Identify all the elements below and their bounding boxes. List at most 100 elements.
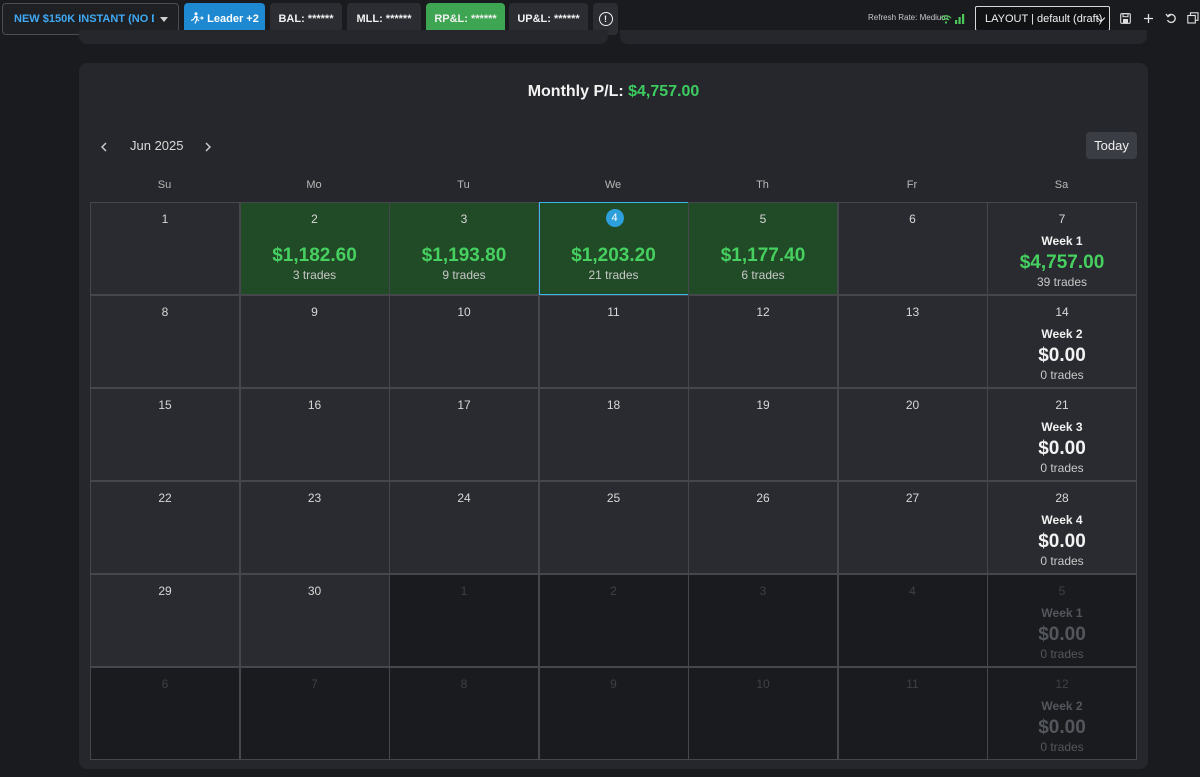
day-number: 23	[307, 491, 322, 505]
account-select[interactable]: NEW $150K INSTANT (NO DL...	[2, 3, 179, 35]
layout-select[interactable]: LAYOUT | default (draft)	[975, 6, 1110, 31]
week-pl-amount: $0.00	[1038, 624, 1086, 645]
week-label: Week 2	[1041, 327, 1083, 341]
week-summary-cell[interactable]: 7 Week 1 $4,757.00 39 trades	[987, 202, 1137, 295]
calendar-day[interactable]: 15	[90, 388, 240, 481]
calendar-day[interactable]: 18	[538, 388, 689, 481]
balance-label: BAL: ******	[278, 13, 334, 25]
day-trade-count: 3 trades	[292, 268, 337, 282]
rpl-label: RP&L: ******	[434, 13, 497, 25]
day-pl-amount: $1,193.80	[421, 245, 507, 266]
signal-bars-icon	[955, 11, 965, 24]
calendar-day[interactable]: 27	[837, 481, 988, 574]
upl-pill[interactable]: UP&L: ******	[509, 3, 588, 35]
info-icon: !	[598, 12, 613, 26]
calendar-day[interactable]: 16	[239, 388, 390, 481]
calendar-day[interactable]: 3	[688, 574, 838, 667]
chevron-right-icon[interactable]	[201, 140, 215, 154]
chevron-left-icon[interactable]	[97, 140, 111, 154]
mll-pill[interactable]: MLL: ******	[347, 3, 421, 35]
caret-down-icon	[160, 17, 168, 22]
calendar-day[interactable]: 11	[837, 667, 988, 760]
calendar-day[interactable]: 1	[90, 202, 240, 295]
calendar-day[interactable]: 17	[389, 388, 539, 481]
calendar-day[interactable]: 6	[90, 667, 240, 760]
week-summary-cell[interactable]: 28 Week 4 $0.00 0 trades	[987, 481, 1137, 574]
week-trade-count: 0 trades	[1040, 647, 1084, 661]
calendar-day[interactable]: 23	[239, 481, 390, 574]
day-number: 15	[158, 398, 172, 412]
day-number: 11	[906, 677, 919, 691]
calendar-day-today[interactable]: 4 $1,203.20 21 trades	[538, 202, 689, 295]
calendar-day[interactable]: 4	[837, 574, 988, 667]
undo-icon[interactable]	[1164, 11, 1178, 25]
calendar-day[interactable]: 25	[538, 481, 689, 574]
day-number: 3	[460, 212, 468, 226]
refresh-rate-label: Refresh Rate: Medium	[868, 13, 949, 22]
plus-icon[interactable]	[1141, 11, 1155, 25]
calendar-day[interactable]: 1	[389, 574, 539, 667]
week-pl-amount: $0.00	[1038, 438, 1086, 459]
week-trade-count: 0 trades	[1040, 554, 1084, 568]
day-number: 28	[1055, 491, 1069, 505]
info-button[interactable]: !	[593, 3, 618, 35]
day-number: 25	[606, 491, 621, 505]
calendar-day[interactable]: 3 $1,193.80 9 trades	[389, 202, 539, 295]
calendar-day[interactable]: 9	[538, 667, 689, 760]
calendar-day[interactable]: 11	[538, 295, 689, 388]
week-summary-cell[interactable]: 12 Week 2 $0.00 0 trades	[987, 667, 1137, 760]
calendar-day[interactable]: 26	[688, 481, 838, 574]
day-number: 1	[161, 212, 169, 226]
calendar-day[interactable]: 2 $1,182.60 3 trades	[239, 202, 390, 295]
day-number: 18	[606, 398, 621, 412]
calendar-day[interactable]: 5 $1,177.40 6 trades	[688, 202, 838, 295]
calendar-day[interactable]: 9	[239, 295, 390, 388]
leader-button[interactable]: Leader +2	[184, 3, 265, 35]
today-button[interactable]: Today	[1086, 132, 1137, 159]
balance-pill[interactable]: BAL: ******	[270, 3, 342, 35]
day-number: 10	[457, 305, 471, 319]
rpl-pill[interactable]: RP&L: ******	[426, 3, 505, 35]
save-icon[interactable]	[1118, 11, 1132, 25]
week-summary-cell[interactable]: 21 Week 3 $0.00 0 trades	[987, 388, 1137, 481]
day-number: 5	[759, 212, 767, 226]
calendar-day[interactable]: 2	[538, 574, 689, 667]
calendar-grid: 1 2 $1,182.60 3 trades 3 $1,193.80 9 trades 4 $1…	[90, 202, 1137, 760]
calendar-day[interactable]: 24	[389, 481, 539, 574]
day-number: 11	[607, 305, 620, 319]
day-number: 22	[158, 491, 172, 505]
week-trade-count: 0 trades	[1040, 740, 1084, 754]
calendar-day[interactable]: 8	[389, 667, 539, 760]
calendar-day[interactable]: 13	[837, 295, 988, 388]
today-button-label: Today	[1094, 138, 1129, 153]
day-trade-count: 6 trades	[741, 268, 785, 282]
week-summary-cell[interactable]: 14 Week 2 $0.00 0 trades	[987, 295, 1137, 388]
day-number: 27	[905, 491, 920, 505]
calendar-day[interactable]: 20	[837, 388, 988, 481]
calendar-day[interactable]: 10	[688, 667, 838, 760]
day-number: 16	[307, 398, 322, 412]
week-pl-amount: $4,757.00	[1019, 252, 1105, 273]
calendar-day[interactable]: 7	[239, 667, 390, 760]
day-number: 8	[460, 677, 468, 691]
calendar-day[interactable]: 22	[90, 481, 240, 574]
calendar-day[interactable]: 30	[239, 574, 390, 667]
day-number: 29	[158, 584, 172, 598]
day-number: 2	[311, 212, 318, 226]
day-number: 5	[1058, 584, 1066, 598]
calendar-day[interactable]: 10	[389, 295, 539, 388]
day-number: 21	[1055, 398, 1069, 412]
calendar-day[interactable]: 6	[837, 202, 988, 295]
calendar-day[interactable]: 12	[688, 295, 838, 388]
calendar-day[interactable]: 19	[688, 388, 838, 481]
wifi-icon	[940, 11, 952, 24]
day-number: 4	[909, 584, 916, 598]
week-summary-cell[interactable]: 5 Week 1 $0.00 0 trades	[987, 574, 1137, 667]
calendar-day[interactable]: 29	[90, 574, 240, 667]
calendar-day[interactable]: 8	[90, 295, 240, 388]
upper-panel-right	[620, 30, 1147, 44]
restore-icon[interactable]	[1186, 11, 1200, 25]
day-number: 19	[756, 398, 770, 412]
week-trade-count: 0 trades	[1040, 368, 1084, 382]
upl-label: UP&L: ******	[517, 13, 580, 25]
